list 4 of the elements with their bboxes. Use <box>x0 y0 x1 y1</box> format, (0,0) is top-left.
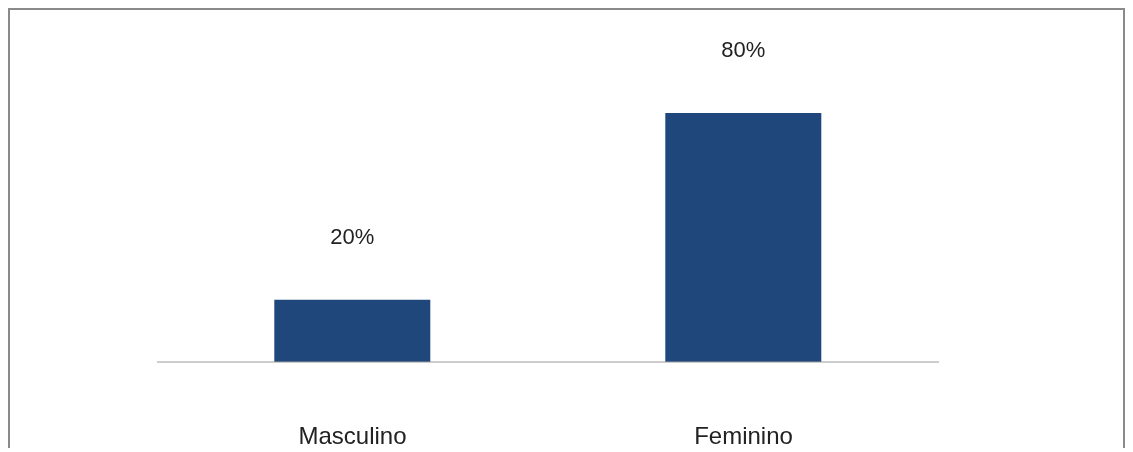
data-label: 20% <box>330 223 375 249</box>
data-label: 80% <box>721 37 766 62</box>
x-tick-label: Feminino <box>694 422 793 449</box>
x-tick-label: Masculino <box>298 422 407 449</box>
